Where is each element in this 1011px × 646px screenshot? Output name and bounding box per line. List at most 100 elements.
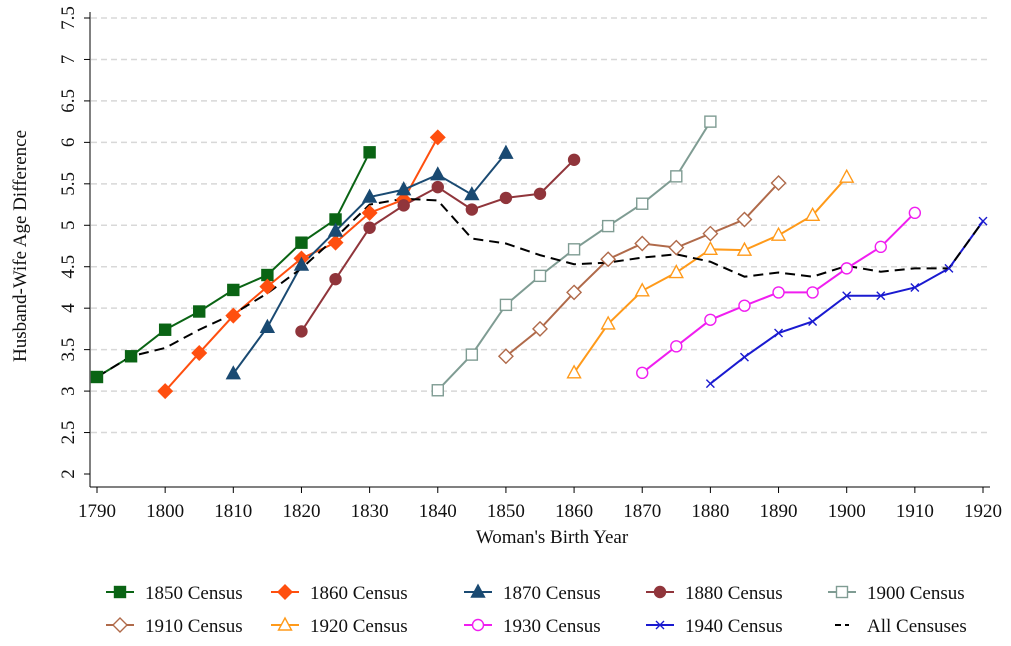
legend-label: 1910 Census: [145, 616, 243, 637]
y-tick-label: 6.5: [58, 89, 79, 113]
legend-item: All Censuses: [835, 616, 967, 637]
legend-label: 1850 Census: [145, 583, 243, 604]
marker: [293, 256, 310, 271]
marker: [227, 283, 240, 297]
y-tick-label: 5.5: [58, 172, 79, 196]
y-tick-label: 2: [58, 469, 79, 479]
marker: [361, 188, 378, 203]
x-tick-label: 1790: [78, 501, 116, 522]
x-tick-label: 1800: [146, 501, 184, 522]
marker: [431, 180, 444, 194]
marker: [277, 584, 293, 600]
x-tick-label: 1920: [964, 501, 1002, 522]
y-tick-label: 3.5: [58, 338, 79, 362]
marker: [804, 206, 821, 222]
y-tick-label: 6: [58, 138, 79, 148]
marker: [738, 299, 751, 312]
x-tick-label: 1820: [282, 501, 320, 522]
legend-label: All Censuses: [867, 616, 967, 637]
x-axis-title: Woman's Birth Year: [476, 527, 629, 548]
marker: [874, 240, 887, 254]
legend-label: 1860 Census: [310, 583, 408, 604]
marker: [704, 115, 717, 128]
marker: [736, 241, 753, 256]
marker: [840, 262, 853, 275]
marker: [736, 211, 753, 228]
y-tick-label: 5: [58, 221, 79, 231]
marker: [277, 616, 293, 631]
marker: [808, 316, 818, 326]
marker: [225, 365, 241, 380]
marker: [600, 251, 617, 268]
marker: [327, 234, 344, 251]
marker: [774, 328, 784, 338]
marker: [259, 278, 276, 295]
x-tick-label: 1850: [487, 501, 525, 522]
marker: [944, 263, 954, 273]
legend-label: 1920 Census: [310, 616, 408, 637]
y-axis-title: Husband-Wife Age Difference: [10, 130, 31, 362]
y-tick-label: 7: [58, 55, 79, 65]
marker: [842, 291, 852, 301]
marker: [739, 352, 749, 362]
legend-item: 1910 Census: [106, 616, 243, 637]
legend-item: 1880 Census: [646, 583, 783, 604]
legend-item: 1850 Census: [106, 583, 243, 604]
marker: [601, 219, 615, 233]
marker: [430, 166, 446, 181]
marker: [806, 286, 819, 299]
marker: [225, 307, 242, 324]
marker: [835, 585, 849, 599]
legend-item: 1860 Census: [271, 583, 408, 604]
marker: [158, 323, 172, 336]
marker: [566, 284, 583, 301]
marker: [704, 313, 717, 326]
x-tick-label: 1840: [419, 501, 457, 522]
legend-label: 1880 Census: [685, 583, 783, 604]
marker: [329, 272, 342, 286]
marker: [533, 187, 547, 200]
legend-item: 1940 Census: [646, 616, 783, 637]
marker: [770, 174, 787, 191]
marker: [499, 298, 513, 312]
marker: [910, 282, 920, 292]
marker: [465, 348, 479, 361]
marker: [670, 340, 683, 353]
marker: [600, 315, 616, 330]
x-tick-label: 1900: [828, 501, 866, 522]
x-tick-label: 1830: [351, 501, 389, 522]
marker: [567, 153, 581, 166]
marker: [497, 348, 514, 365]
marker: [702, 240, 719, 256]
y-tick-label: 2.5: [58, 421, 79, 445]
legend-label: 1940 Census: [685, 616, 783, 637]
marker: [567, 243, 581, 256]
legend-item: 1920 Census: [271, 616, 408, 637]
legend-label: 1900 Census: [867, 583, 965, 604]
marker: [363, 146, 376, 159]
series-line: [96, 151, 371, 378]
marker: [295, 325, 308, 338]
marker: [363, 221, 376, 234]
series-line: [96, 197, 984, 378]
x-tick-label: 1890: [760, 501, 798, 522]
marker: [653, 585, 667, 599]
marker: [533, 269, 547, 283]
marker: [470, 583, 486, 598]
marker: [839, 168, 855, 183]
marker: [532, 320, 548, 337]
x-tick-label: 1880: [691, 501, 729, 522]
marker: [90, 370, 104, 384]
marker: [670, 170, 683, 183]
marker: [566, 364, 582, 379]
legend-label: 1870 Census: [503, 583, 601, 604]
marker: [702, 225, 719, 242]
marker: [636, 197, 649, 210]
x-tick-label: 1810: [214, 501, 252, 522]
marker: [655, 620, 665, 630]
marker: [705, 379, 715, 389]
marker: [429, 129, 446, 146]
x-tick-label: 1860: [555, 501, 593, 522]
marker: [112, 617, 128, 633]
